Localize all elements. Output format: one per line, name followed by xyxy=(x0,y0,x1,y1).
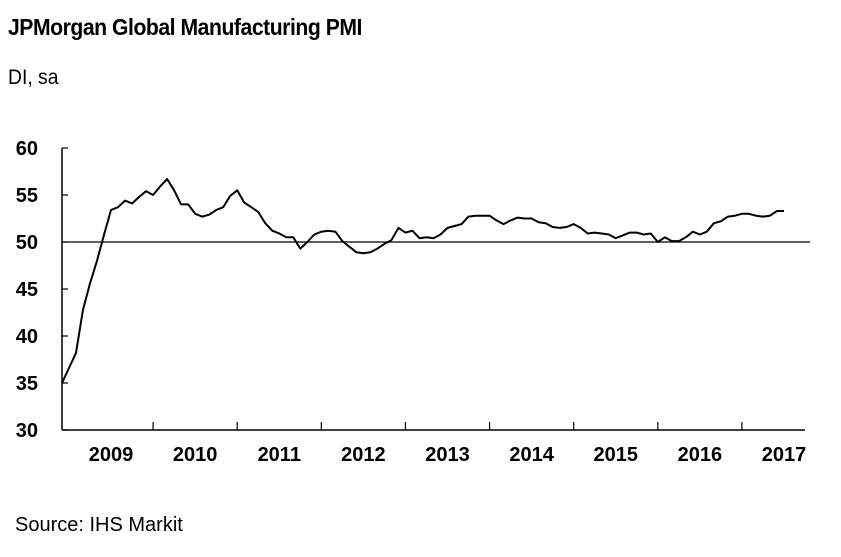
x-tick-label: 2017 xyxy=(762,444,807,466)
x-tick-label: 2009 xyxy=(89,444,134,466)
x-tick-labels: 2009 2010 2011 2012 2013 2014 2015 2016 2017 xyxy=(89,444,806,466)
y-tick-label: 35 xyxy=(16,373,38,395)
y-tick-label: 40 xyxy=(16,326,38,348)
x-tick-label: 2015 xyxy=(593,444,638,466)
chart-subtitle: DI, sa xyxy=(8,66,59,89)
x-tick-label: 2010 xyxy=(173,444,218,466)
x-tick-label: 2016 xyxy=(678,444,723,466)
y-tick-label: 45 xyxy=(16,279,38,301)
y-tick-label: 30 xyxy=(16,420,38,442)
y-tick-label: 60 xyxy=(16,138,38,160)
series-group xyxy=(61,178,784,384)
x-tick-label: 2013 xyxy=(425,444,470,466)
y-tick-labels: 30 35 40 45 50 55 60 xyxy=(16,138,38,442)
y-tick-label: 50 xyxy=(16,232,38,254)
chart-title: JPMorgan Global Manufacturing PMI xyxy=(8,14,362,40)
pmi-series-line xyxy=(61,178,784,384)
x-tick-label: 2011 xyxy=(258,444,301,466)
x-tick-label: 2014 xyxy=(509,444,554,466)
x-tick-label: 2012 xyxy=(341,444,386,466)
y-tick-label: 55 xyxy=(16,185,38,207)
source-note: Source: IHS Markit xyxy=(15,514,183,536)
